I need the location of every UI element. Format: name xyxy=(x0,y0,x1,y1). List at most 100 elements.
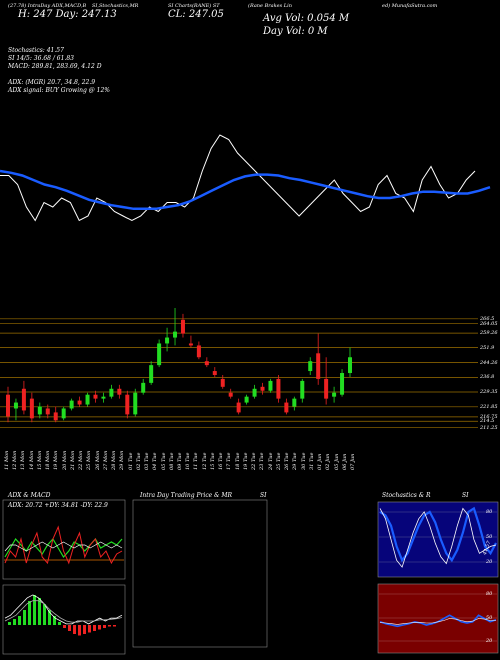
date-label: 25 Mon xyxy=(86,450,93,470)
header-stochastics-label: SI,Stochastics,MR xyxy=(92,3,139,9)
adx-line: ADX: (MGR) 20.7, 34.8, 22.9 xyxy=(8,79,96,86)
candle-body xyxy=(101,396,106,399)
macd-histogram-bar xyxy=(88,625,91,633)
price-level-label: 216.75 xyxy=(480,413,498,420)
price-level-label: 251.9 xyxy=(480,344,495,351)
date-label: 04 Tue xyxy=(152,452,159,470)
candle-body xyxy=(157,343,162,366)
adx-signal: ADX signal: BUY Growing @ 12% xyxy=(8,87,110,94)
macd-histogram-bar xyxy=(78,625,81,636)
date-label: 15 Mon xyxy=(36,450,43,470)
date-label: 16 Tue xyxy=(218,452,225,470)
candle-body xyxy=(292,398,297,407)
macd-line: MACD: 289.81, 283.69, 4.12 D xyxy=(8,63,102,70)
candle-body xyxy=(85,394,90,405)
candle-body xyxy=(284,402,289,413)
rsi-line xyxy=(379,614,497,628)
candle-body xyxy=(316,353,321,379)
macd-panel-frame xyxy=(2,584,126,655)
macd-signal-line xyxy=(4,600,123,623)
rsi-tick-label: 80 xyxy=(486,591,493,597)
date-label: 21 Mon xyxy=(69,450,76,470)
candle-body xyxy=(117,388,122,395)
macd-histogram-bar xyxy=(53,616,56,625)
date-label: 05 Tue xyxy=(160,452,167,470)
candle-body xyxy=(188,343,193,346)
candle-body xyxy=(268,380,273,391)
main-chart xyxy=(0,134,491,429)
candle-body xyxy=(244,396,249,403)
macd-histogram-bar xyxy=(68,625,71,631)
close-price: CL: 247.05 xyxy=(168,9,224,20)
intraday-panel-title: Intra Day Trading Price & MR xyxy=(140,492,233,499)
candle-body xyxy=(125,394,130,415)
candle-body xyxy=(29,398,34,419)
price-level-label: 236.8 xyxy=(480,374,495,381)
date-label: 14 Mon xyxy=(28,450,35,470)
date-label: 15 Tue xyxy=(209,452,216,470)
macd-histogram-bar xyxy=(98,625,101,630)
price-level-label: 259.26 xyxy=(480,330,498,337)
macd-histogram-bar xyxy=(93,625,96,631)
macd-histogram-bar xyxy=(103,625,106,628)
price-level-label: 221.85 xyxy=(480,403,498,410)
price-level-label: 266.5 xyxy=(480,315,495,322)
candle-body xyxy=(180,319,185,334)
stoch-tick-label: 20 xyxy=(486,559,493,565)
date-label: 27 Mon xyxy=(102,450,109,470)
candle-body xyxy=(308,361,313,372)
macd-histogram-bar xyxy=(48,610,51,625)
macd-histogram-bar xyxy=(8,622,11,625)
candle-body xyxy=(141,382,146,393)
macd-histogram-bar xyxy=(108,625,111,627)
candle-body xyxy=(252,388,257,397)
price-level-label: 244.26 xyxy=(480,359,498,366)
header-top-line: (27.78) IntraDay ADX,MACD,B xyxy=(8,3,87,9)
date-label: 09 Tue xyxy=(177,452,183,470)
candle-body xyxy=(300,380,305,399)
macd-histogram-bar xyxy=(73,625,76,634)
date-label: 26 Mon xyxy=(94,450,101,470)
header-brakes-label: (Rane Brakes Lin xyxy=(248,3,292,9)
date-label: 01 Jun xyxy=(317,453,324,470)
date-label: 26 Tue xyxy=(284,452,291,470)
date-label: 24 Tue xyxy=(267,452,274,470)
adx-panel-frame xyxy=(2,499,126,580)
date-label: 22 Tue xyxy=(251,452,258,470)
date-label: 07 Jun xyxy=(350,453,356,470)
date-label: 12 Tue xyxy=(201,452,208,470)
macd-line xyxy=(4,594,123,625)
date-label: 11 Tue xyxy=(193,452,200,470)
macd-histogram-bar xyxy=(43,604,46,625)
candle-body xyxy=(236,402,241,413)
price-level-label: 214.5 xyxy=(480,418,495,425)
stoch-k-line xyxy=(379,506,497,563)
date-label: 10 Tue xyxy=(185,452,192,470)
candle-body xyxy=(133,392,138,415)
candle-body xyxy=(165,337,170,344)
price-level-label: 211.25 xyxy=(480,424,498,431)
date-label: 19 Mon xyxy=(53,450,60,470)
candle-body xyxy=(69,400,74,409)
stoch-tick-label: 80 xyxy=(486,509,493,515)
rsi-tick-label: 50 xyxy=(486,615,493,621)
adx-panel-title: ADX & MACD xyxy=(8,492,51,499)
price-line xyxy=(0,134,476,222)
macd-histogram-bar xyxy=(23,610,26,625)
date-label: 12 Mon xyxy=(12,450,19,470)
candle-body xyxy=(93,394,98,399)
macd-histogram-bar xyxy=(63,625,66,628)
rsi-signal-line xyxy=(379,618,496,625)
date-label: 01 Tue xyxy=(127,452,134,470)
date-label: 17 Tue xyxy=(226,452,233,470)
price-level-label: 229.35 xyxy=(480,389,498,396)
adx-line xyxy=(4,541,123,552)
date-label: 22 Mon xyxy=(78,450,85,470)
rsi-tick-label: 20 xyxy=(486,638,493,644)
macd-histogram-bar xyxy=(33,595,36,625)
candle-body xyxy=(45,408,50,415)
candle-body xyxy=(204,361,209,366)
date-label: 29 Tue xyxy=(292,452,299,470)
si-line: SI 14/5: 36.68 / 61.83 xyxy=(8,55,74,62)
candle-body xyxy=(340,373,345,395)
